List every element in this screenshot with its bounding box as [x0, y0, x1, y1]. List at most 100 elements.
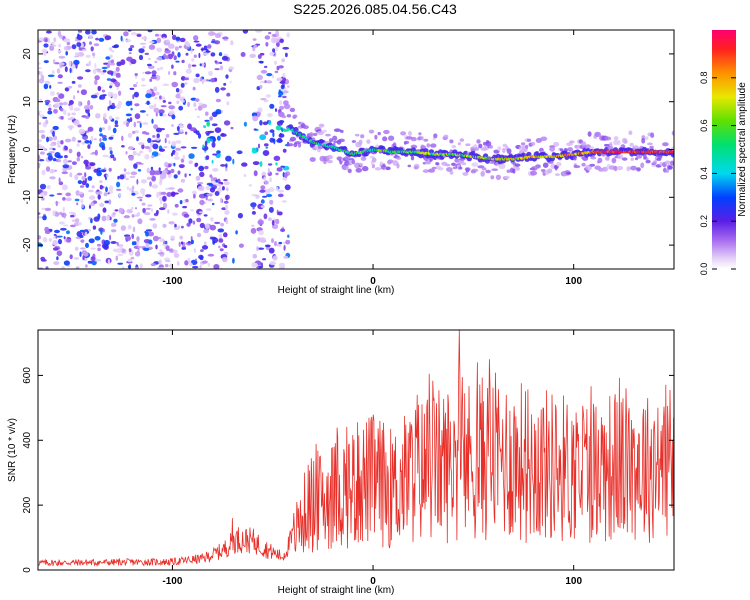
- spectrogram-halo: [559, 148, 564, 152]
- spectrogram-blob: [274, 241, 277, 247]
- spectrogram-blob: [47, 155, 54, 161]
- spectrogram-blob: [151, 155, 155, 159]
- spectrogram-blob: [165, 187, 170, 190]
- spectrogram-halo: [400, 131, 407, 136]
- spectrogram-halo: [481, 167, 487, 171]
- spectrogram-blob: [145, 229, 153, 232]
- spectrogram-blob: [190, 236, 193, 241]
- spectrogram-blob: [96, 189, 100, 192]
- spectrogram-blob: [250, 202, 257, 208]
- spectrogram-blob: [284, 172, 288, 179]
- spectrogram-blob: [77, 30, 83, 33]
- spectrogram-blob: [199, 222, 205, 229]
- spectrogram-blob: [64, 146, 68, 151]
- spectrogram-blob: [133, 214, 139, 217]
- spectrogram-halo: [461, 162, 467, 166]
- spectrogram-blob: [172, 212, 178, 216]
- spectrogram-halo: [420, 136, 424, 141]
- spectrogram-blob: [185, 52, 189, 56]
- spectrogram-blob: [169, 248, 174, 253]
- spectrogram-blob: [131, 185, 135, 190]
- spectrogram-blob: [92, 225, 97, 230]
- spectrogram-blob: [177, 188, 184, 193]
- spectrogram-blob: [257, 143, 261, 149]
- spectrogram-blob: [178, 164, 185, 169]
- spectrogram-blob: [213, 264, 220, 269]
- spectrogram-halo: [498, 163, 506, 169]
- spectrogram-blob: [277, 211, 283, 216]
- spectrogram-blob: [285, 52, 288, 58]
- spectrogram-blob: [85, 54, 91, 58]
- spectrogram-blob: [96, 259, 101, 262]
- spectrogram-blob: [184, 131, 188, 135]
- spectrogram-blob: [280, 228, 286, 233]
- spectrogram-halo: [449, 139, 454, 144]
- spectrogram-blob: [78, 100, 82, 107]
- spectrogram-blob: [131, 192, 136, 196]
- spectrogram-blob: [65, 197, 72, 202]
- spectrogram-blob: [93, 43, 100, 47]
- spectrogram-halo: [495, 174, 501, 180]
- spectrogram-blob: [164, 137, 167, 144]
- spectrogram-halo: [351, 140, 356, 143]
- spectrogram-halo: [465, 143, 471, 146]
- top-y-tick-label: 20: [22, 48, 33, 60]
- spectrogram-blob: [166, 39, 170, 43]
- spectrogram-blob: [286, 85, 290, 88]
- spectrogram-blob: [173, 71, 177, 76]
- spectrogram-blob: [181, 59, 185, 64]
- spectrogram-blob: [111, 102, 115, 107]
- spectrogram-blob: [89, 104, 94, 110]
- spectrogram-blob: [76, 42, 82, 47]
- spectrogram-blob: [100, 229, 103, 235]
- spectrogram-blob: [159, 34, 162, 37]
- spectrogram-blob: [235, 230, 238, 235]
- spectrogram-blob: [176, 261, 180, 266]
- spectrogram-halo: [597, 157, 603, 163]
- spectrogram-halo: [594, 131, 601, 137]
- spectrogram-blob: [205, 111, 209, 116]
- spectrogram-blob: [99, 180, 103, 184]
- spectrogram-blob: [89, 41, 92, 45]
- spectrogram-blob: [74, 52, 80, 56]
- spectrogram-blob: [217, 228, 225, 233]
- spectrogram-blob: [201, 245, 209, 250]
- spectrogram-halo: [602, 166, 608, 172]
- spectrogram-blob: [127, 265, 131, 269]
- spectrogram-blob: [170, 152, 174, 157]
- spectrogram-blob: [136, 240, 140, 246]
- bottom-y-axis-label: SNR (10 * v/v): [7, 418, 18, 482]
- spectrogram-blob: [69, 254, 73, 260]
- spectrogram-blob: [136, 196, 144, 199]
- spectrogram-blob: [130, 45, 135, 48]
- spectrogram-blob: [175, 140, 182, 144]
- snr-panel: -100 0 100 0 200 400 600 Height of straight lin…: [7, 329, 675, 596]
- spectrogram-blob: [188, 63, 192, 69]
- bottom-y-tick-label: 0: [22, 567, 33, 573]
- spectrogram-blob: [202, 260, 208, 264]
- spectrogram-blob: [174, 203, 179, 208]
- spectrogram-blob: [56, 92, 60, 96]
- spectrogram-blob: [203, 229, 209, 234]
- spectrogram-blob: [282, 129, 290, 132]
- spectrogram-blob: [65, 138, 72, 143]
- spectrogram-blob: [153, 107, 160, 113]
- spectrogram-blob: [83, 251, 89, 257]
- spectrogram-halo: [374, 167, 382, 171]
- spectrogram-blob: [76, 156, 81, 162]
- spectrogram-blob: [47, 110, 53, 115]
- spectrogram-blob: [38, 129, 46, 134]
- spectrogram-blob: [134, 130, 139, 134]
- spectrogram-blob: [147, 63, 152, 67]
- spectrogram-blob: [159, 207, 166, 211]
- spectrogram-halo: [418, 132, 422, 136]
- spectrogram-blob: [87, 229, 92, 232]
- spectrogram-blob: [64, 66, 68, 73]
- spectrogram-blob: [252, 206, 255, 210]
- spectrogram-blob: [173, 253, 180, 258]
- spectrogram-blob: [211, 159, 214, 164]
- spectrogram-blob: [265, 192, 269, 195]
- spectrogram-blob: [256, 74, 263, 81]
- spectrogram-halo: [589, 163, 596, 167]
- spectrogram-blob: [167, 53, 174, 60]
